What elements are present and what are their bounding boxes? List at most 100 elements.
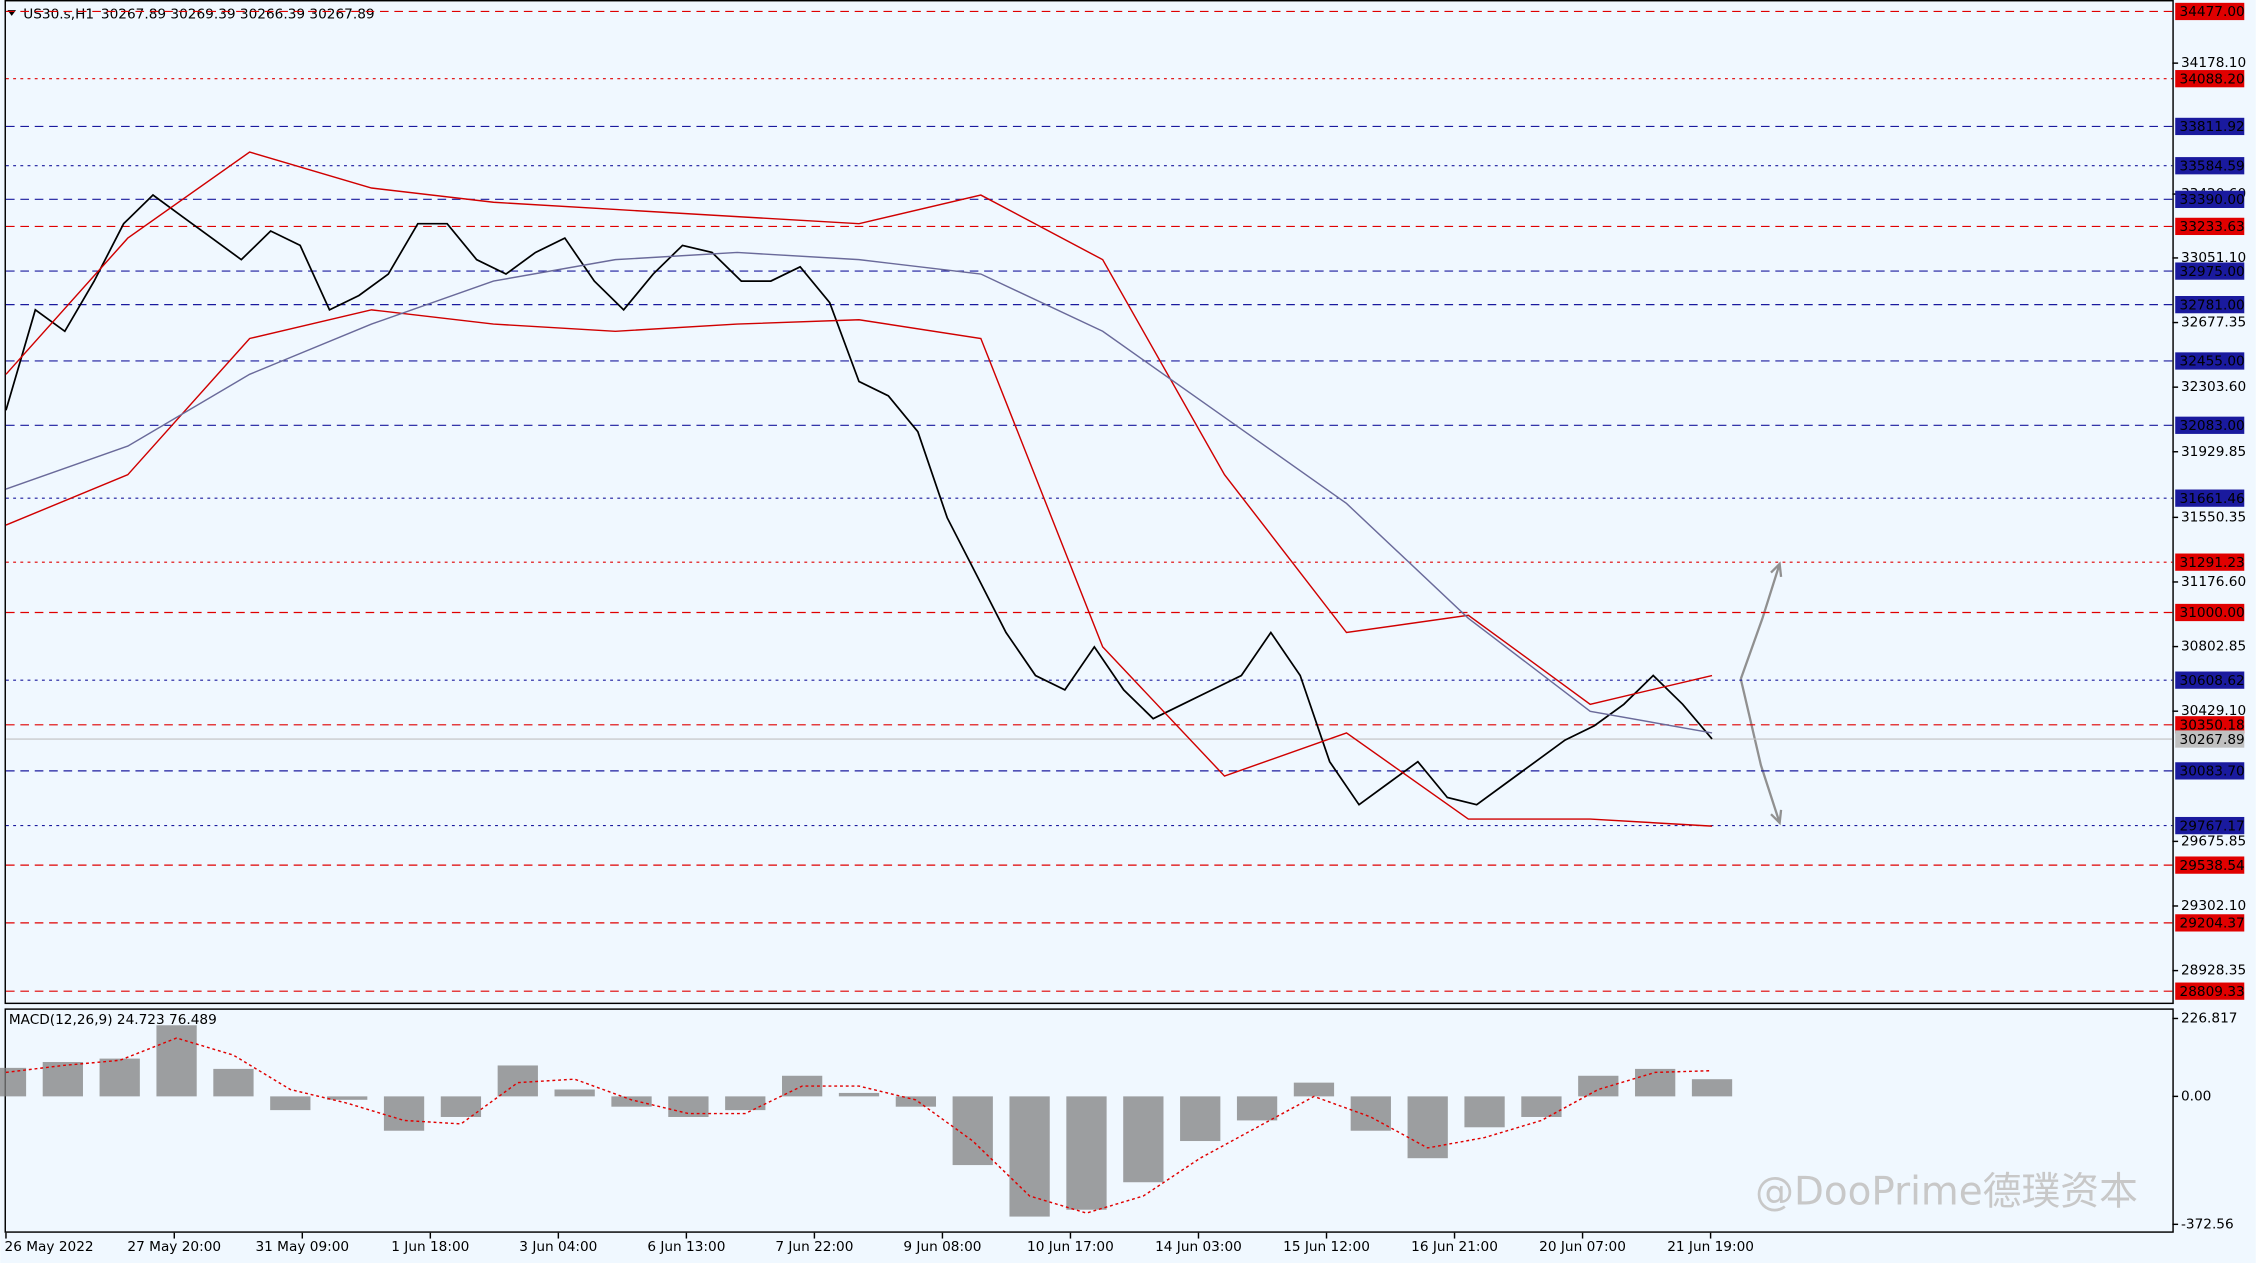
macd-bar <box>99 1058 140 1097</box>
level-tag <box>2175 982 2245 1000</box>
macd-bar <box>0 1067 27 1097</box>
indicator-line <box>5 251 1713 734</box>
y-tick-label: 34178.10 <box>2181 55 2246 71</box>
macd-bar <box>213 1068 254 1097</box>
macd-label: MACD(12,26,9) 24.723 76.489 <box>9 1012 217 1028</box>
level-tag <box>2175 217 2245 236</box>
x-tick-label: 14 Jun 03:00 <box>1155 1239 1242 1255</box>
y-tick-label: 32677.35 <box>2181 315 2246 331</box>
watermark: @DooPrime德璞资本 <box>1755 1169 2138 1214</box>
level-tag <box>2175 603 2245 622</box>
level-label: 34088.20 <box>2180 71 2245 87</box>
x-tick-label: 3 Jun 04:00 <box>519 1239 597 1255</box>
macd-bar <box>1066 1096 1107 1210</box>
macd-bar <box>611 1096 652 1107</box>
level-label: 30608.62 <box>2180 673 2245 689</box>
macd-bar <box>1293 1082 1335 1097</box>
macd-bar <box>1009 1096 1050 1217</box>
level-label: 31000.00 <box>2180 605 2245 621</box>
macd-tick-label: -372.56 <box>2181 1216 2234 1232</box>
level-tag <box>2175 352 2245 370</box>
macd-bar <box>1407 1096 1448 1159</box>
level-tag <box>2175 2 2245 21</box>
macd-bar <box>383 1096 425 1131</box>
y-tick-label: 32303.60 <box>2181 379 2246 395</box>
macd-bar <box>895 1096 937 1107</box>
macd-bar <box>668 1096 709 1117</box>
y-tick-label: 31176.60 <box>2181 574 2246 590</box>
y-tick-label: 29675.85 <box>2181 833 2246 849</box>
level-tag <box>2175 117 2245 136</box>
price-panel <box>4 0 2174 1005</box>
macd-bar <box>838 1092 880 1097</box>
x-tick-label: 20 Jun 07:00 <box>1539 1239 1626 1255</box>
projection-arrows <box>1739 561 1783 826</box>
level-label: 32083.00 <box>2180 418 2245 434</box>
x-tick-label: 6 Jun 13:00 <box>647 1239 725 1255</box>
macd-bar <box>156 1025 197 1097</box>
symbol: US30.s,H1 <box>23 6 94 22</box>
level-label: 33811.92 <box>2180 119 2245 135</box>
level-tag <box>2175 816 2245 835</box>
level-label: 31661.46 <box>2180 491 2245 507</box>
level-label: 29767.17 <box>2180 818 2245 834</box>
level-tag <box>2175 262 2245 280</box>
level-label: 31291.23 <box>2180 555 2245 571</box>
price-line <box>5 193 1713 806</box>
macd-bar <box>1236 1096 1278 1121</box>
level-tag <box>2175 914 2245 932</box>
level-tag <box>2175 70 2245 88</box>
y-tick-label: 31550.35 <box>2181 509 2246 525</box>
indicator-line <box>5 309 1713 827</box>
x-tick-label: 1 Jun 18:00 <box>391 1239 469 1255</box>
level-label: 30083.70 <box>2180 764 2245 780</box>
level-label: 32975.00 <box>2180 264 2245 280</box>
x-tick-label: 27 May 20:00 <box>127 1239 221 1255</box>
macd-bar <box>554 1089 595 1097</box>
macd-panel <box>4 1008 2174 1233</box>
quote: 30267.89 30269.39 30266.39 30267.89 <box>101 6 375 22</box>
y-tick-label: 30802.85 <box>2181 639 2246 655</box>
y-tick-label: 29302.10 <box>2181 898 2246 914</box>
level-label: 33390.00 <box>2180 192 2245 208</box>
macd-bar <box>1578 1075 1619 1097</box>
x-tick-label: 15 Jun 12:00 <box>1283 1239 1370 1255</box>
macd-bar <box>440 1096 482 1117</box>
level-label: 33233.63 <box>2180 219 2245 235</box>
level-tag <box>2175 190 2245 208</box>
macd-bar <box>1464 1096 1505 1128</box>
level-tag <box>2175 489 2245 507</box>
y-tick-label: 30429.10 <box>2181 703 2246 719</box>
macd-signal <box>5 1037 1713 1214</box>
x-tick-label: 10 Jun 17:00 <box>1027 1239 1114 1255</box>
macd-bar <box>952 1096 993 1166</box>
macd-bar <box>42 1062 83 1097</box>
macd-bar <box>1350 1096 1391 1131</box>
level-label: 32781.00 <box>2180 297 2245 313</box>
x-tick-label: 7 Jun 22:00 <box>775 1239 853 1255</box>
macd-bar <box>725 1096 766 1111</box>
level-label: 28809.33 <box>2180 984 2245 1000</box>
level-tag <box>2175 856 2245 874</box>
level-tag <box>2175 296 2245 314</box>
macd-bar <box>1180 1096 1221 1142</box>
level-label: 29538.54 <box>2180 858 2245 874</box>
macd-bar <box>327 1096 368 1100</box>
x-tick-label: 21 Jun 19:00 <box>1667 1239 1754 1255</box>
x-tick-label: 26 May 2022 <box>5 1239 94 1255</box>
y-tick-label: 28928.35 <box>2181 963 2246 979</box>
level-label: 34477.00 <box>2180 4 2245 20</box>
x-tick-label: 9 Jun 08:00 <box>903 1239 981 1255</box>
macd-bar <box>497 1065 538 1097</box>
macd-tick-label: 0.00 <box>2181 1088 2211 1104</box>
y-tick-label: 33051.10 <box>2181 250 2246 266</box>
level-tag <box>2175 716 2245 734</box>
macd-bar <box>270 1096 311 1111</box>
macd-bar <box>1521 1096 1562 1117</box>
macd-bar <box>1123 1096 1164 1183</box>
level-label: 33584.59 <box>2180 158 2245 174</box>
macd-bar <box>1691 1079 1733 1097</box>
level-tag <box>2175 553 2245 571</box>
